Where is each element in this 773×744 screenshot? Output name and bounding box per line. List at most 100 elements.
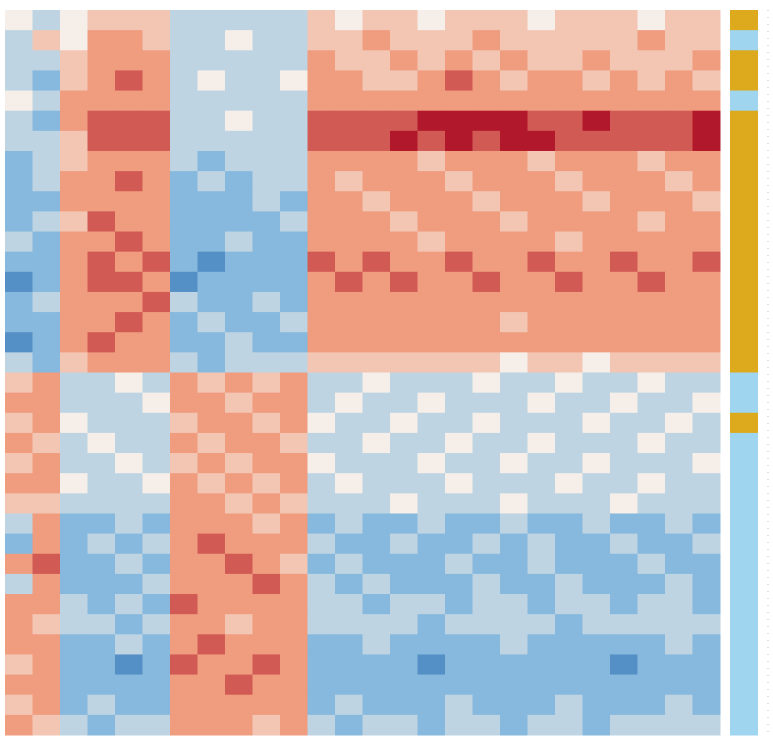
heatmap-cell [665,594,693,615]
heatmap-cell [142,231,171,253]
heatmap-cell [280,211,308,233]
heatmap-cell [335,594,363,615]
heatmap-cell [142,211,171,233]
heatmap-cell [335,110,363,132]
heatmap-cell [582,694,611,716]
heatmap-cell [307,473,336,494]
row-annotation [730,453,758,474]
heatmap-cell [142,332,171,353]
heatmap-cell [307,150,336,172]
heatmap-cell [665,513,693,535]
heatmap-cell [555,674,583,696]
heatmap-cell [362,90,391,112]
heatmap-cell [115,90,143,112]
heatmap-cell [252,191,281,212]
heatmap-cell [555,10,583,31]
heatmap-cell [142,654,171,676]
heatmap-cell [5,191,33,212]
heatmap-cell [225,30,253,51]
heatmap-cell [170,473,198,494]
heatmap-cell [417,191,446,212]
heatmap-cell [252,714,281,736]
heatmap-cell [87,271,116,293]
heatmap-cell [417,251,446,273]
heatmap-cell [472,130,501,152]
heatmap-cell [32,130,61,152]
heatmap-cell [307,372,336,394]
heatmap-cell [500,332,528,353]
heatmap-cell [362,70,391,92]
heatmap-cell [362,513,391,535]
heatmap-cell [390,30,418,51]
heatmap-cell [115,614,143,635]
heatmap-cell [390,674,418,696]
heatmap-cell [637,412,666,434]
heatmap-cell [197,171,226,192]
heatmap-cell [307,412,336,434]
heatmap-cell [445,291,473,313]
row-annotation [730,654,758,676]
heatmap-cell [142,150,171,172]
heatmap-cell [115,130,143,152]
heatmap-cell [445,453,473,474]
heatmap-cell [32,714,61,736]
heatmap-cell [445,372,473,394]
heatmap-cell [32,251,61,273]
heatmap-cell [142,573,171,595]
heatmap-cell [445,30,473,51]
heatmap-cell [225,372,253,394]
heatmap-cell [252,291,281,313]
heatmap-cell [390,110,418,132]
heatmap-cell [5,30,33,51]
heatmap-cell [225,70,253,92]
heatmap-cell [637,211,666,233]
heatmap-cell [500,372,528,394]
heatmap-cell [225,50,253,71]
heatmap-cell [610,110,638,132]
heatmap-cell [417,392,446,414]
heatmap-cell [637,352,666,373]
heatmap-cell [197,674,226,696]
heatmap-cell [692,332,721,353]
heatmap-cell [472,493,501,514]
heatmap-cell [87,573,116,595]
heatmap-cell [362,150,391,172]
heatmap-cell [555,412,583,434]
heatmap-cell [390,352,418,373]
heatmap-cell [252,573,281,595]
heatmap-cell [5,392,33,414]
heatmap-cell [142,70,171,92]
heatmap-cell [610,50,638,71]
heatmap-cell [307,694,336,716]
heatmap-cell [527,412,556,434]
heatmap-cell [390,453,418,474]
heatmap-cell [335,211,363,233]
heatmap-cell [390,412,418,434]
heatmap-cell [472,30,501,51]
heatmap-cell [5,70,33,92]
heatmap-cell [115,634,143,655]
heatmap-cell [692,211,721,233]
heatmap-cell [417,90,446,112]
heatmap-cell [307,513,336,535]
heatmap-cell [280,312,308,333]
heatmap-cell [225,694,253,716]
heatmap-cell [417,614,446,635]
heatmap-cell [582,211,611,233]
heatmap-cell [472,372,501,394]
heatmap-cell [500,30,528,51]
heatmap-cell [417,231,446,253]
heatmap-cell [610,332,638,353]
heatmap-cell [692,412,721,434]
heatmap-cell [142,312,171,333]
heatmap-cell [60,573,88,595]
heatmap-cell [665,332,693,353]
heatmap-cell [335,251,363,273]
heatmap-cell [390,90,418,112]
heatmap-cell [280,130,308,152]
heatmap-cell [60,714,88,736]
heatmap-cell [280,694,308,716]
heatmap-cell [170,654,198,676]
heatmap-cell [417,291,446,313]
heatmap-cell [582,251,611,273]
